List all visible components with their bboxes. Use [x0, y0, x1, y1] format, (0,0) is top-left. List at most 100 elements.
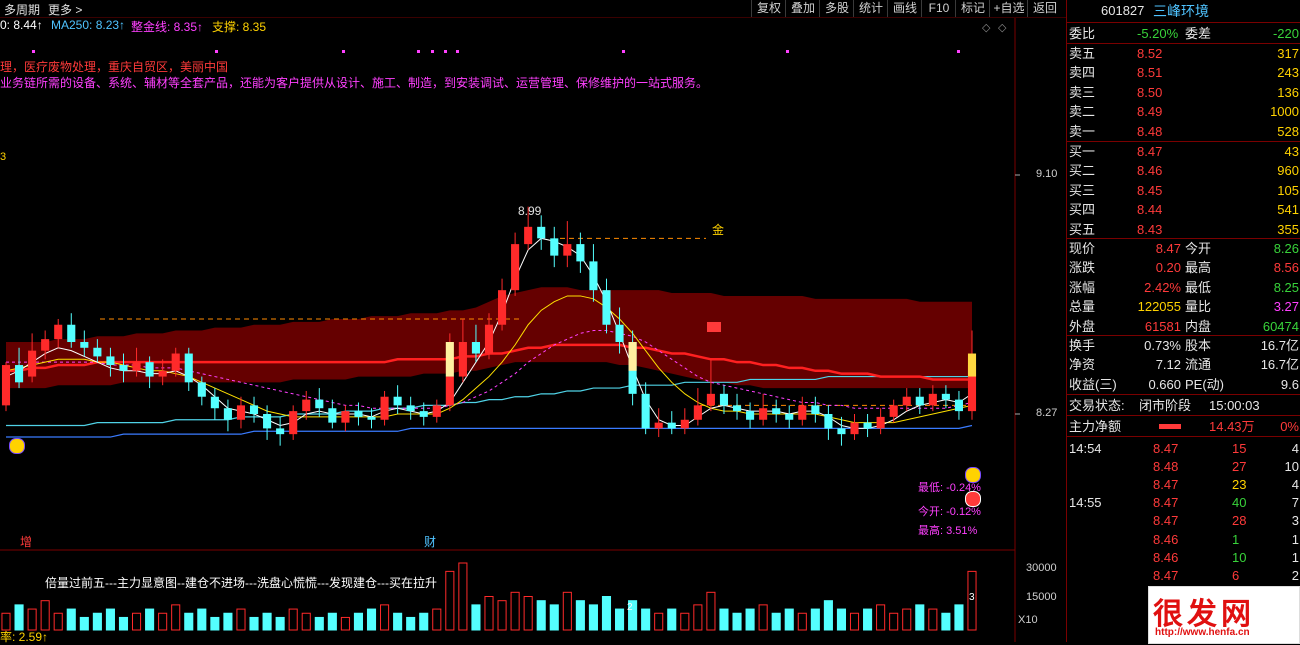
stat-row[interactable]: 总量 122055 量比 3.27: [1067, 297, 1300, 316]
toolbar-button-4[interactable]: 画线: [887, 0, 922, 17]
settings-icon[interactable]: ◇: [998, 22, 1007, 34]
bid-volume: 960: [1277, 163, 1299, 179]
main-net-pct: 0%: [1280, 419, 1299, 434]
main-net-value: 14.43万: [1209, 419, 1255, 434]
candle-body: [876, 416, 885, 429]
volume-bar: [823, 600, 833, 631]
tick-row[interactable]: 8.47 6 2: [1067, 566, 1300, 585]
toolbar-button-8[interactable]: 返回: [1027, 0, 1062, 17]
gold-label: 金: [712, 223, 725, 237]
bid-label: 买三: [1069, 182, 1096, 198]
volume-bar: [810, 608, 820, 631]
ask-row[interactable]: 卖一 8.48 528: [1067, 122, 1300, 141]
volume-bar: [301, 612, 311, 631]
stat-row[interactable]: 现价 8.47 今开 8.26: [1067, 239, 1300, 258]
tick-count: 7: [1291, 495, 1299, 511]
toolbar-button-7[interactable]: +自选: [989, 0, 1028, 17]
candle-body: [772, 408, 781, 414]
ask-price: 8.49: [1137, 104, 1163, 120]
house-icon[interactable]: [707, 322, 721, 332]
candle-body: [276, 428, 285, 435]
tick-row[interactable]: 8.48 27 10: [1067, 457, 1300, 476]
bid-row[interactable]: 买四 8.44 541: [1067, 200, 1300, 219]
toolbar-button-3[interactable]: 统计: [853, 0, 888, 17]
toolbar-button-6[interactable]: 标记: [955, 0, 990, 17]
ask-row[interactable]: 卖三 8.50 136: [1067, 83, 1300, 102]
signal-badge-icon[interactable]: [9, 438, 25, 454]
candle-body: [223, 408, 232, 420]
kline-chart[interactable]: [0, 18, 1066, 642]
tick-count: 4: [1291, 477, 1299, 493]
tick-row[interactable]: 8.46 10 1: [1067, 548, 1300, 567]
stock-name: 三峰环境: [1153, 3, 1209, 19]
stock-header: 601827 三峰环境: [1067, 0, 1300, 22]
main-net-row[interactable]: 主力净额 14.43万 0%: [1067, 417, 1300, 436]
volume-bar: [628, 600, 638, 631]
divider: [1067, 141, 1300, 142]
volume-axis-top: 30000: [1026, 562, 1057, 574]
candle-body: [67, 324, 76, 343]
volume-bar: [706, 591, 716, 631]
candle-body: [719, 393, 729, 406]
volume-bar: [236, 608, 246, 631]
stat-row[interactable]: 换手 0.73% 股本 16.7亿: [1067, 336, 1300, 355]
tick-row[interactable]: 8.47 23 4: [1067, 475, 1300, 494]
ask-row[interactable]: 卖五 8.52 317: [1067, 44, 1300, 63]
diamond-icon[interactable]: ◇: [982, 22, 991, 34]
more-menu[interactable]: 更多 >: [48, 3, 83, 17]
stat-row[interactable]: 涨幅 2.42% 最低 8.25: [1067, 278, 1300, 297]
tick-volume: 10: [1232, 549, 1247, 565]
tick-row[interactable]: 14:54 8.47 15 4: [1067, 439, 1300, 458]
toolbar-button-5[interactable]: F10: [921, 0, 956, 17]
volume-bar: [915, 604, 925, 631]
bid-volume: 541: [1277, 202, 1299, 218]
stat-value: 9.6: [1280, 376, 1299, 392]
signal-dot: [215, 50, 218, 53]
ma-yellow-line: [5, 295, 973, 424]
ask-label: 卖四: [1069, 65, 1096, 81]
watermark-url: http://www.henfa.cn: [1155, 627, 1250, 638]
candle-body: [837, 428, 846, 435]
volume-bar: [27, 608, 37, 631]
bid-row[interactable]: 买一 8.47 43: [1067, 142, 1300, 161]
volume-bar: [275, 616, 285, 631]
divider: [1067, 238, 1300, 239]
toolbar-button-0[interactable]: 复权: [751, 0, 786, 17]
signal-dot: [32, 50, 35, 53]
stat-row[interactable]: 涨跌 0.20 最高 8.56: [1067, 258, 1300, 277]
candle-body: [158, 370, 167, 377]
signal-badge-icon[interactable]: [965, 467, 981, 483]
volume-bar: [902, 608, 912, 631]
stat-row[interactable]: 外盘 61581 内盘 60474: [1067, 317, 1300, 336]
volume-bar: [380, 604, 390, 631]
kline-chart-area[interactable]: 0: 8.44↑ MA250: 8.23↑ 整金线: 8.35↑ 支撑: 8.3…: [0, 18, 1066, 644]
tick-row[interactable]: 8.47 28 3: [1067, 511, 1300, 530]
ask-row[interactable]: 卖二 8.49 1000: [1067, 102, 1300, 121]
stat-row[interactable]: 收益(三) 0.660 PE(动) 9.6: [1067, 375, 1300, 394]
stat-label: 涨幅: [1069, 279, 1096, 295]
candle-body: [119, 365, 128, 371]
candle-body: [915, 396, 924, 406]
stock-code: 601827: [1101, 3, 1145, 18]
tick-row[interactable]: 8.46 1 1: [1067, 530, 1300, 549]
multi-period-menu[interactable]: 多周期: [4, 3, 41, 17]
bid-row[interactable]: 买三 8.45 105: [1067, 181, 1300, 200]
candle-body: [785, 414, 794, 420]
bid-row[interactable]: 买二 8.46 960: [1067, 161, 1300, 180]
ask-volume: 1000: [1270, 104, 1299, 120]
bid-volume: 355: [1277, 221, 1299, 237]
ask-row[interactable]: 卖四 8.51 243: [1067, 63, 1300, 82]
candle-body: [850, 422, 859, 435]
stat-row[interactable]: 净资 7.12 流通 16.7亿: [1067, 355, 1300, 374]
volume-bar: [575, 600, 585, 631]
candle-body: [432, 405, 441, 417]
toolbar-button-2[interactable]: 多股: [819, 0, 854, 17]
bid-row[interactable]: 买五 8.43 355: [1067, 220, 1300, 239]
tick-price: 8.47: [1153, 567, 1179, 583]
tick-row[interactable]: 14:55 8.47 40 7: [1067, 493, 1300, 512]
toolbar-button-1[interactable]: 叠加: [785, 0, 820, 17]
highlight-candle: [628, 342, 637, 371]
season-badge-icon[interactable]: [965, 491, 981, 507]
x10-label: X10: [1018, 614, 1038, 626]
signal-dot: [786, 50, 789, 53]
